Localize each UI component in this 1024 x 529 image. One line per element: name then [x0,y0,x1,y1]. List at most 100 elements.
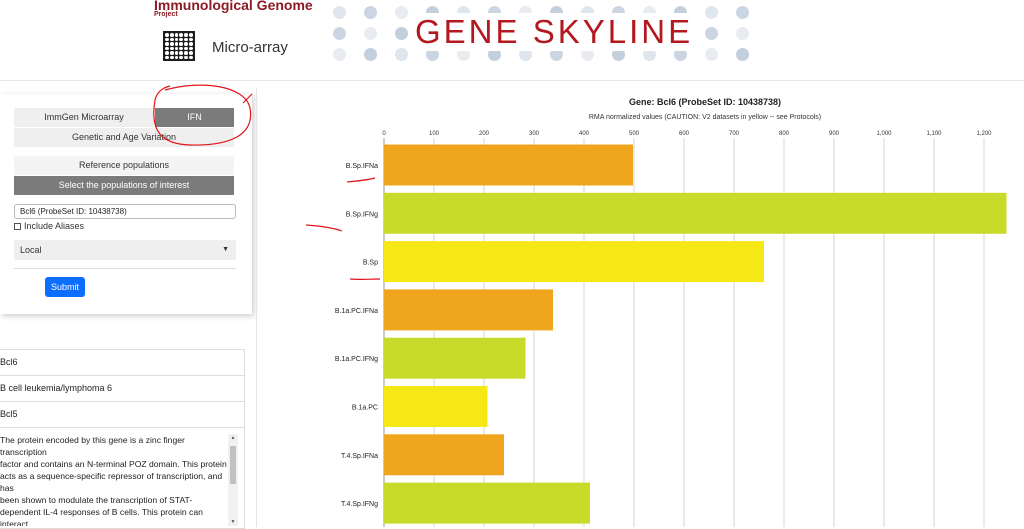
gene-search-input[interactable]: Bcl6 (ProbeSet ID: 10438738) [14,204,236,219]
dot [705,27,718,40]
logo-cell [189,51,193,55]
logo-cell [179,42,183,46]
submit-button[interactable]: Submit [45,277,85,297]
dot [705,6,718,19]
x-tick-label: 600 [679,131,690,137]
bar[interactable] [384,241,764,282]
dot [333,27,346,40]
logo-cell [179,33,183,37]
x-tick-label: 800 [779,131,790,137]
x-tick-label: 200 [479,131,490,137]
logo-cell [165,33,169,37]
x-tick-label: 700 [729,131,740,137]
scrollbar-thumb[interactable] [230,446,236,484]
category-label: B.Sp.IFNa [346,163,378,170]
bar[interactable] [384,145,633,186]
logo-cell [184,42,188,46]
logo-cell [175,38,179,42]
logo-cell [165,56,169,60]
bar[interactable] [384,483,590,524]
scope-select[interactable]: Local ▼ [14,240,236,260]
dot [364,27,377,40]
dot [333,6,346,19]
logo-cell [189,38,193,42]
logo-cell [179,51,183,55]
section-label[interactable]: Micro-array [212,39,288,56]
dot [736,6,749,19]
chart-title: Gene: Bcl6 (ProbeSet ID: 10438738) [540,97,870,107]
x-tick-label: 0 [382,131,386,137]
page-header: Immunological Genome Project Micro-array… [0,0,1024,81]
x-tick-label: 1,100 [926,131,942,137]
logo-cell [170,51,174,55]
x-tick-label: 1,000 [876,131,892,137]
description-scrollbar[interactable]: ▲ ▼ [228,434,238,526]
include-aliases-label[interactable]: Include Aliases [24,221,84,231]
gene-info-list: Bcl6 B cell leukemia/lymphoma 6 Bcl5 The… [0,349,245,529]
logo-cell [179,38,183,42]
microarray-logo-icon [163,31,195,61]
logo-cell [179,56,183,60]
logo-cell [184,47,188,51]
logo-cell [170,38,174,42]
dot [736,48,749,61]
logo-cell [170,33,174,37]
category-label: T.4.Sp.IFNg [341,501,378,508]
logo-cell [165,51,169,55]
chart-subtitle[interactable]: RMA normalized values (CAUTION: V2 datas… [540,114,870,121]
tab-immgen-microarray[interactable]: ImmGen Microarray [14,108,154,127]
tab-genetic-age-variation[interactable]: Genetic and Age Variation [14,128,234,147]
select-populations-button[interactable]: Select the populations of interest [14,176,234,195]
category-label: B.1a.PC.IFNa [335,308,378,315]
caret-down-icon: ▼ [222,240,229,260]
x-tick-label: 900 [829,131,840,137]
logo-cell [165,42,169,46]
bar[interactable] [384,193,1007,234]
bar[interactable] [384,289,553,330]
x-tick-label: 100 [429,131,440,137]
gene-symbol: Bcl6 [0,350,244,376]
category-label: B.1a.PC.IFNg [335,356,378,363]
logo-cell [184,33,188,37]
logo-cell [184,38,188,42]
bar[interactable] [384,386,488,427]
logo-cell [189,47,193,51]
gene-name: B cell leukemia/lymphoma 6 [0,376,244,402]
dot [395,48,408,61]
include-aliases-checkbox[interactable] [14,223,21,230]
logo-cell [170,47,174,51]
logo-cell [170,42,174,46]
logo-cell [184,51,188,55]
dot [333,48,346,61]
dot [364,6,377,19]
dot [395,6,408,19]
scope-select-value: Local [20,245,42,255]
x-tick-label: 500 [629,131,640,137]
panel-divider [14,268,236,269]
category-label: B.1a.PC [352,405,378,412]
category-label: T.4.Sp.IFNa [341,453,378,460]
tab-ifn[interactable]: IFN [155,108,234,127]
gene-description[interactable]: The protein encoded by this gene is a zi… [0,434,228,526]
scroll-up-icon[interactable]: ▲ [228,435,238,441]
bar[interactable] [384,434,504,475]
app-title: GENE SKYLINE [412,13,696,51]
x-tick-label: 1,200 [976,131,992,137]
scroll-down-icon[interactable]: ▼ [228,519,238,525]
logo-cell [189,42,193,46]
column-divider [256,88,257,527]
brand-subtitle: Project [154,11,178,18]
gene-alias: Bcl5 [0,402,244,428]
dot [364,48,377,61]
logo-cell [175,56,179,60]
dot [705,48,718,61]
reference-populations-button[interactable]: Reference populations [14,156,234,175]
logo-cell [170,56,174,60]
logo-cell [179,47,183,51]
bar[interactable] [384,338,526,379]
x-tick-label: 400 [579,131,590,137]
logo-cell [184,56,188,60]
logo-cell [175,42,179,46]
logo-cell [189,56,193,60]
